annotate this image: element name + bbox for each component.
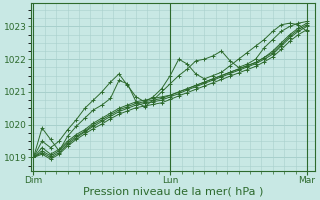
- X-axis label: Pression niveau de la mer( hPa ): Pression niveau de la mer( hPa ): [83, 187, 263, 197]
